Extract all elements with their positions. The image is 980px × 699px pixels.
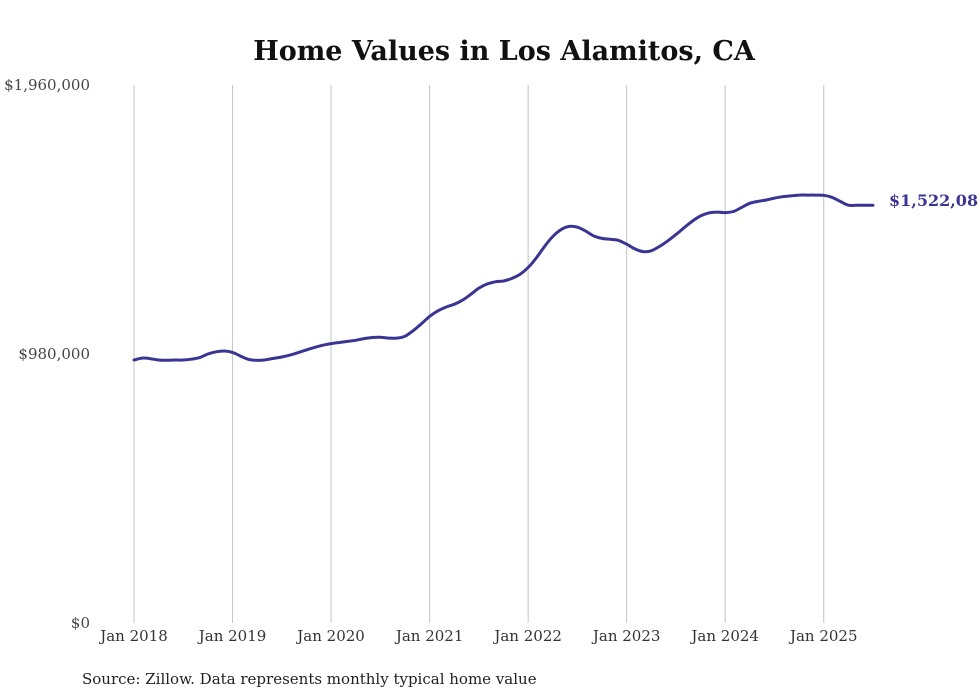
x-tick-label: Jan 2019 xyxy=(197,627,267,645)
chart-title: Home Values in Los Alamitos, CA xyxy=(253,36,756,67)
x-tick-label: Jan 2021 xyxy=(394,627,464,645)
x-tick-label: Jan 2020 xyxy=(295,627,365,645)
home-value-line xyxy=(132,193,875,362)
y-axis-tick-labels: $0 $980,000 $1,960,000 xyxy=(4,76,90,632)
y-tick-label: $0 xyxy=(71,614,90,632)
x-tick-label: Jan 2023 xyxy=(591,627,661,645)
x-tick-label: Jan 2024 xyxy=(689,627,759,645)
vertical-gridlines xyxy=(133,85,825,623)
y-tick-label: $1,960,000 xyxy=(4,76,90,94)
x-tick-label: Jan 2018 xyxy=(98,627,168,645)
x-tick-label: Jan 2025 xyxy=(788,627,858,645)
y-tick-label: $980,000 xyxy=(18,345,90,363)
latest-value-label: $1,522,08 xyxy=(889,191,978,210)
x-tick-label: Jan 2022 xyxy=(492,627,562,645)
source-note: Source: Zillow. Data represents monthly … xyxy=(82,670,537,688)
x-axis-tick-labels: Jan 2018 Jan 2019 Jan 2020 Jan 2021 Jan 2022… xyxy=(98,627,857,645)
